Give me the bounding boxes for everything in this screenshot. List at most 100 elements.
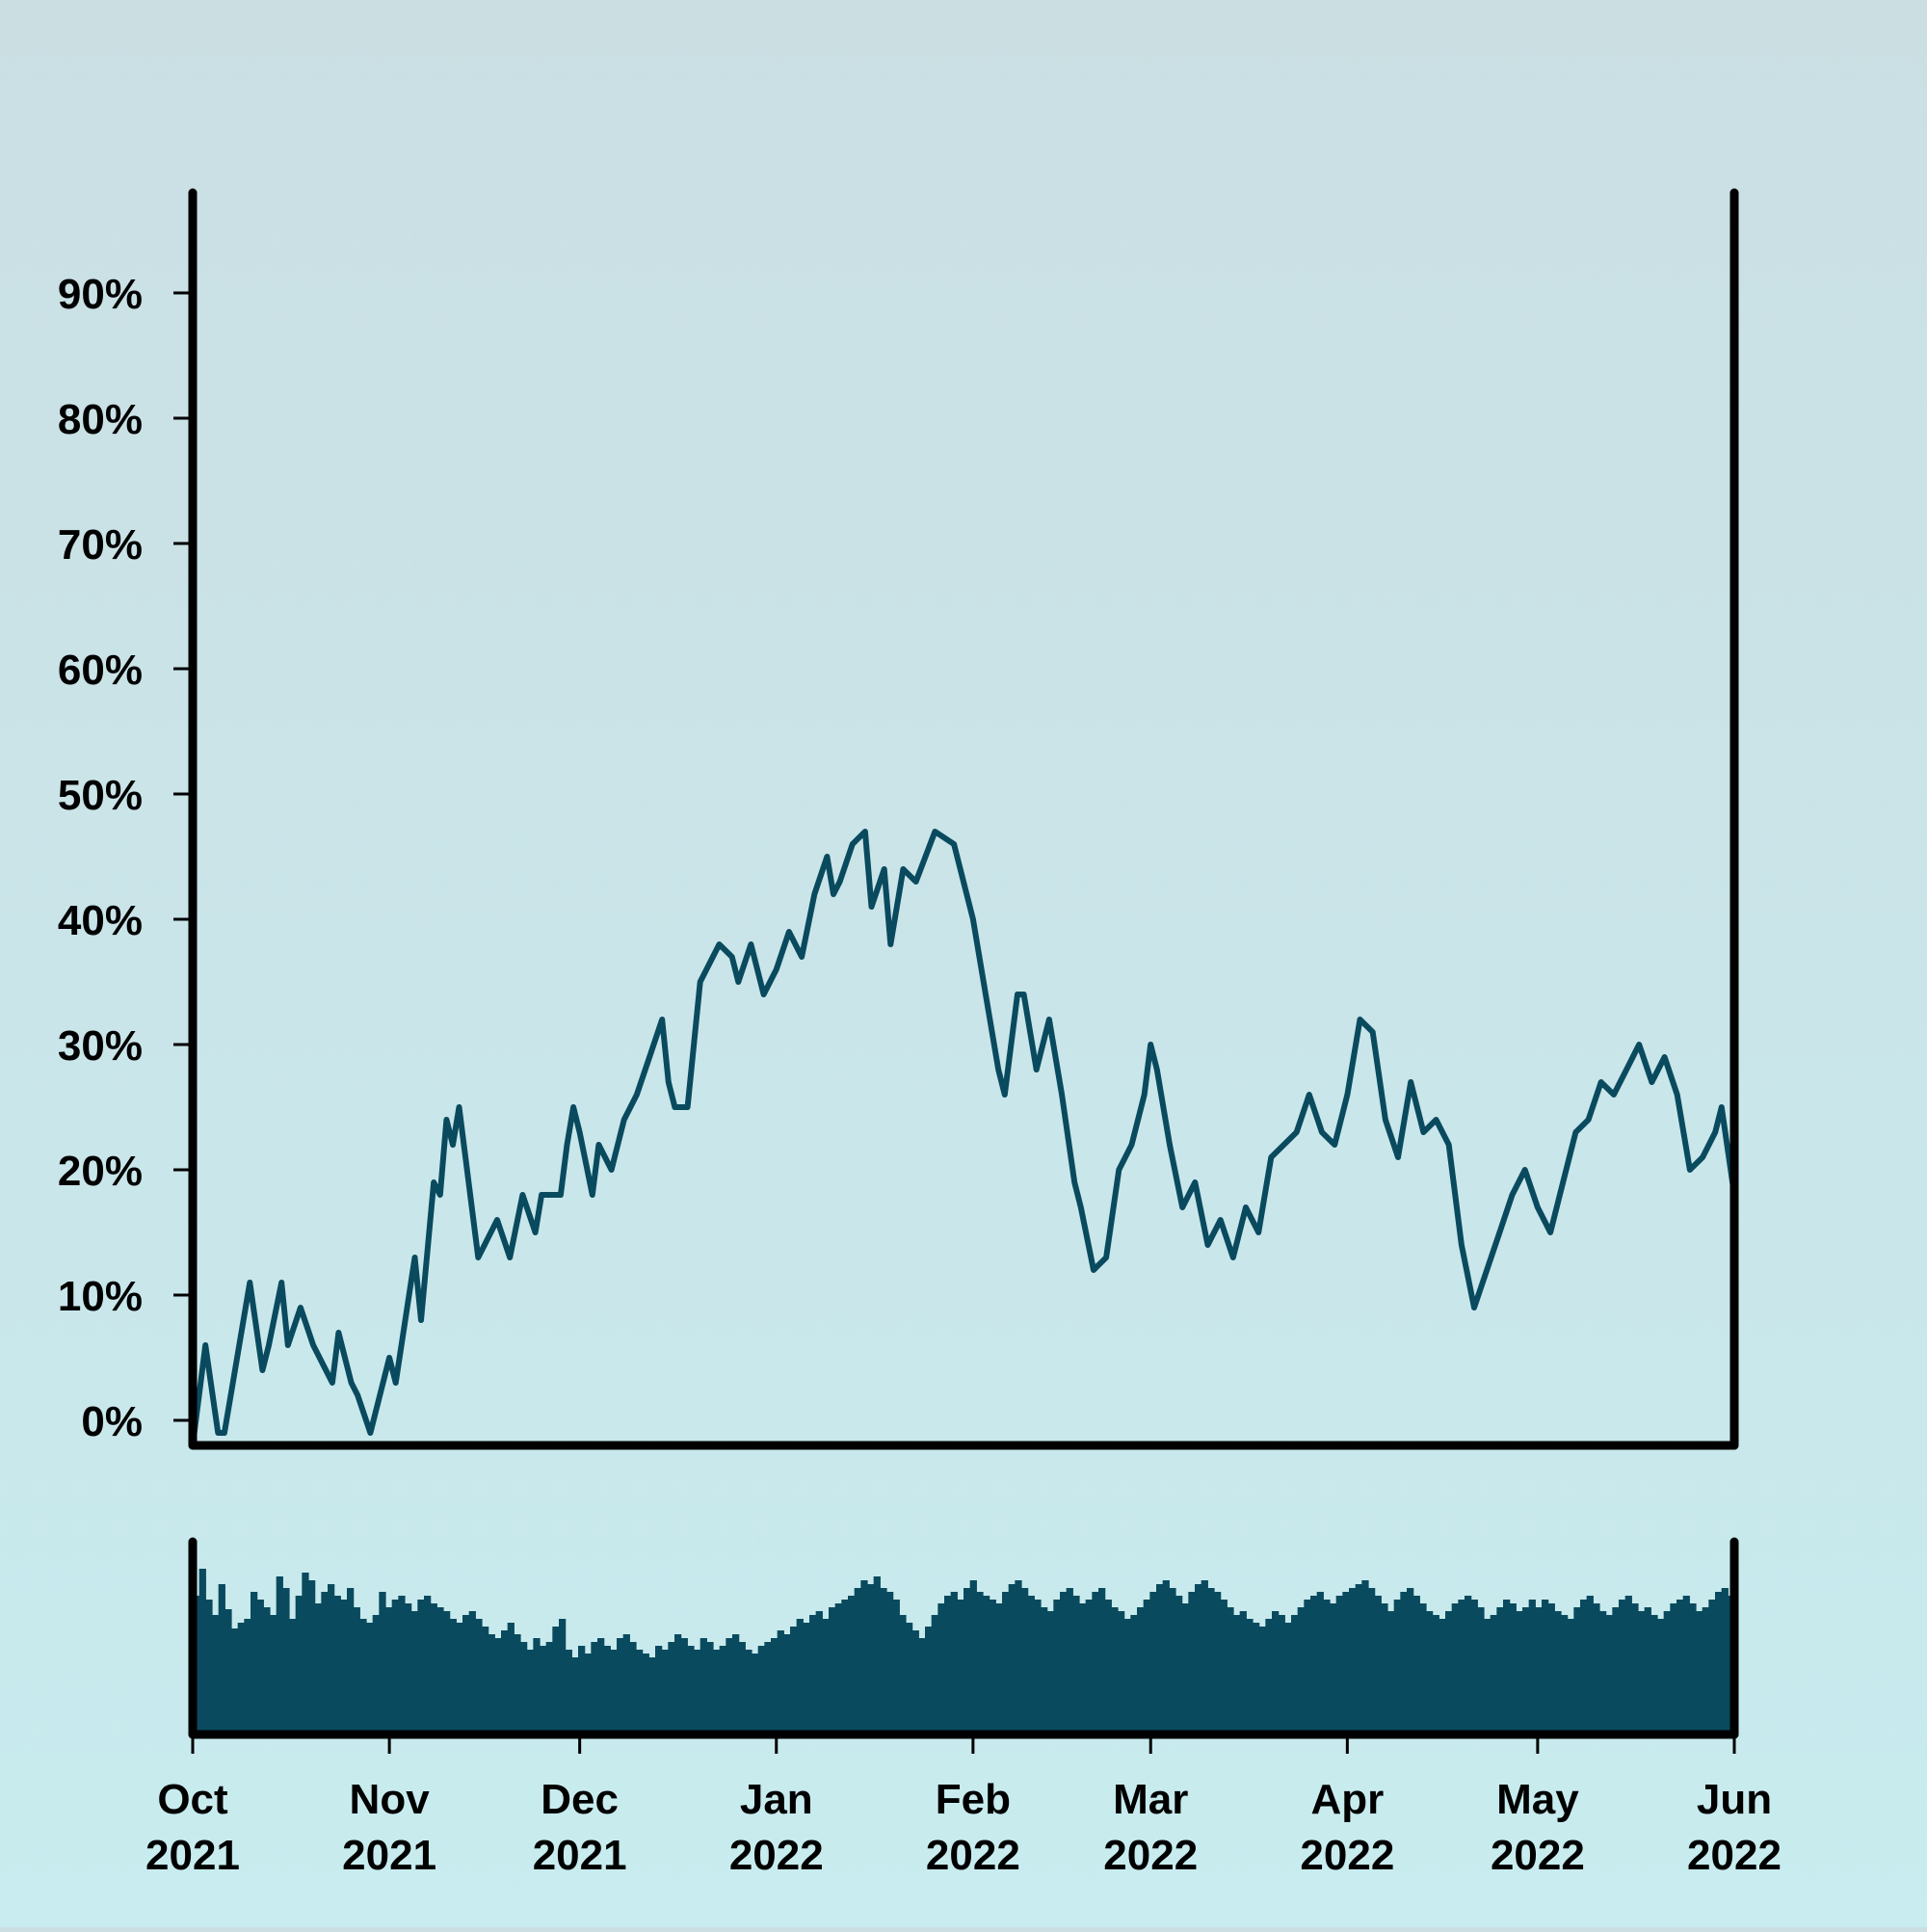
overview-bar — [578, 1646, 586, 1734]
overview-bar — [1143, 1600, 1150, 1734]
overview-bar — [610, 1650, 618, 1734]
y-tick-label: 30% — [58, 1022, 143, 1070]
overview-bar — [1002, 1592, 1010, 1734]
overview-bar — [1477, 1607, 1485, 1734]
x-tick-label-year: 2022 — [1300, 1832, 1394, 1879]
y-tick-label: 50% — [58, 772, 143, 819]
overview-bar — [1484, 1619, 1491, 1734]
overview-bar — [925, 1627, 933, 1734]
overview-bar — [969, 1580, 977, 1734]
overview-bar — [1239, 1611, 1247, 1734]
overview-bar — [622, 1634, 630, 1734]
overview-bar — [1509, 1603, 1517, 1734]
x-tick-label-month: Jan — [740, 1776, 813, 1823]
overview-bar — [1721, 1588, 1729, 1734]
overview-bar — [1162, 1580, 1170, 1734]
overview-bar — [256, 1600, 264, 1734]
overview-bar — [829, 1607, 836, 1734]
overview-bar — [372, 1615, 380, 1734]
overview-bar — [834, 1603, 842, 1734]
overview-bar — [1470, 1600, 1478, 1734]
overview-bar — [410, 1611, 418, 1734]
overview-bar — [359, 1619, 367, 1734]
overview-bar — [1008, 1584, 1016, 1734]
overview-bar — [1316, 1592, 1324, 1734]
overview-bar — [205, 1600, 213, 1734]
overview-bar — [1291, 1615, 1299, 1734]
overview-bar — [1689, 1603, 1697, 1734]
overview-bar — [1708, 1600, 1716, 1734]
overview-bar — [1644, 1607, 1651, 1734]
y-tick-label: 60% — [58, 647, 143, 694]
overview-bar — [1046, 1611, 1054, 1734]
overview-bar — [636, 1650, 644, 1734]
overview-bar — [899, 1615, 907, 1734]
line-series — [190, 829, 1737, 1446]
overview-bar — [957, 1600, 964, 1734]
overview-bar — [1349, 1588, 1357, 1734]
overview-bar — [340, 1600, 348, 1734]
overview-bar — [1330, 1603, 1337, 1734]
overview-bar — [270, 1615, 277, 1734]
overview-bar — [1542, 1600, 1549, 1734]
overview-bar — [494, 1638, 502, 1734]
overview-bar — [308, 1580, 316, 1734]
overview-bar — [1650, 1615, 1658, 1734]
overview-bar — [1092, 1592, 1099, 1734]
overview-bar — [1619, 1600, 1626, 1734]
overview-bar — [911, 1630, 919, 1734]
overview-bar — [1657, 1619, 1665, 1734]
overview-bar — [231, 1628, 239, 1734]
overview-bar — [1175, 1596, 1183, 1734]
overview-bar — [1156, 1584, 1164, 1734]
overview-bar — [244, 1619, 251, 1734]
overview-bar — [1195, 1584, 1202, 1734]
overview-bar — [1297, 1607, 1305, 1734]
overview-bar — [468, 1611, 476, 1734]
overview-bar — [353, 1607, 360, 1734]
overview-bar — [295, 1596, 303, 1734]
overview-bar — [1631, 1603, 1639, 1734]
overview-bar — [1458, 1600, 1465, 1734]
overview-bar — [1503, 1600, 1511, 1734]
overview-bar — [1041, 1607, 1048, 1734]
y-tick-label: 80% — [58, 396, 143, 443]
overview-bar — [1670, 1603, 1677, 1734]
overview-bar — [545, 1642, 553, 1734]
overview-bar — [430, 1603, 437, 1734]
overview-bar — [584, 1654, 592, 1734]
overview-bar — [661, 1650, 669, 1734]
overview-bar — [1118, 1611, 1125, 1734]
overview-bars — [193, 1569, 1735, 1734]
overview-bar — [642, 1654, 649, 1734]
overview-bar — [777, 1630, 784, 1734]
overview-bar — [680, 1638, 688, 1734]
overview-bar — [1439, 1619, 1446, 1734]
overview-bar — [732, 1634, 740, 1734]
overview-bar — [1387, 1611, 1395, 1734]
overview-bar — [1130, 1615, 1138, 1734]
overview-bar — [1432, 1615, 1439, 1734]
overview-bar — [603, 1646, 611, 1734]
overview-bar — [1207, 1588, 1215, 1734]
overview-bar — [276, 1576, 283, 1734]
overview-bar — [752, 1654, 759, 1734]
x-axis-ticks: Oct 2021 Nov 2021 Dec 2021 Jan 2022 Feb 2022 Mar 20… — [145, 1734, 1782, 1879]
x-tick-label-month: Feb — [936, 1776, 1011, 1823]
overview-bar — [347, 1588, 355, 1734]
overview-bar — [700, 1638, 707, 1734]
x-tick-label-year: 2021 — [533, 1832, 627, 1879]
overview-bar — [475, 1619, 483, 1734]
overview-bar — [674, 1634, 682, 1734]
overview-bar — [745, 1650, 752, 1734]
overview-bar — [976, 1592, 984, 1734]
overview-bar — [648, 1657, 656, 1734]
overview-bar — [803, 1623, 810, 1734]
overview-bar — [1400, 1592, 1408, 1734]
overview-bar — [1612, 1607, 1620, 1734]
overview-bar — [1060, 1592, 1068, 1734]
overview-bar — [1624, 1596, 1632, 1734]
overview-bar — [314, 1603, 322, 1734]
overview-bar — [1214, 1592, 1222, 1734]
